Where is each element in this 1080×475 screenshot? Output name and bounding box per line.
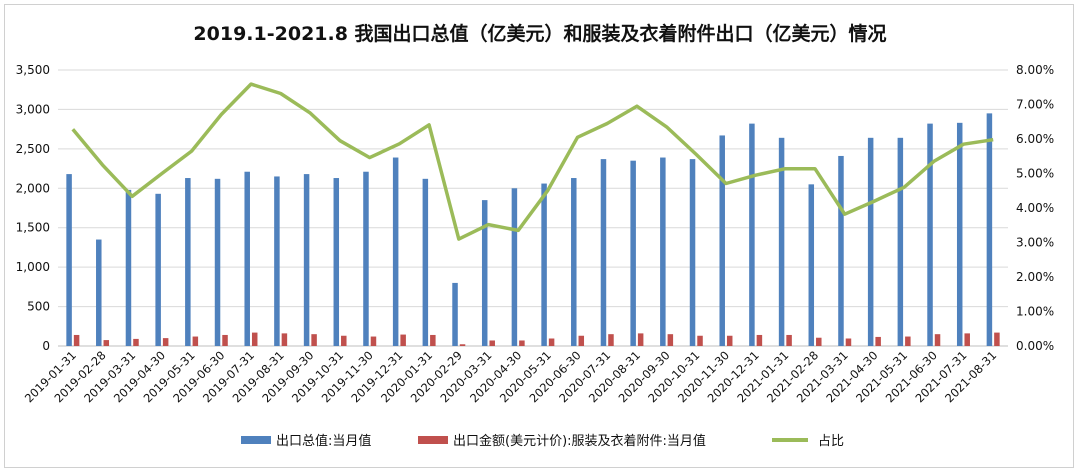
- bar-apparel-export: [459, 344, 466, 346]
- bar-apparel-export: [548, 338, 555, 346]
- bar-export-total: [571, 178, 577, 346]
- bar-export-total: [125, 189, 132, 346]
- right-axis-tick-label: 0.00%: [1016, 339, 1054, 353]
- bar-export-total: [452, 282, 458, 346]
- bar-apparel-export: [133, 338, 139, 346]
- bar-export-total: [689, 159, 696, 346]
- right-axis-tick-label: 5.00%: [1016, 167, 1054, 181]
- bar-export-total: [363, 171, 369, 346]
- bar-export-total: [333, 178, 340, 346]
- bar-export-total: [600, 159, 607, 346]
- bar-export-total: [986, 113, 993, 346]
- bar-export-total: [956, 122, 963, 346]
- right-axis-tick-label: 6.00%: [1016, 132, 1054, 146]
- bar-apparel-export: [994, 332, 1000, 346]
- bar-apparel-export: [964, 333, 970, 346]
- bar-apparel-export: [637, 333, 644, 346]
- legend-swatch-export-total: [241, 436, 271, 444]
- legend-label-share: 占比: [818, 434, 844, 449]
- right-axis-tick-label: 1.00%: [1016, 305, 1054, 319]
- bar-apparel-export: [934, 334, 941, 346]
- bar-export-total: [511, 188, 518, 346]
- bar-export-total: [808, 184, 815, 346]
- bar-apparel-export: [430, 334, 436, 346]
- bar-apparel-export: [608, 334, 614, 346]
- line-series: [71, 82, 994, 241]
- bar-export-total: [897, 137, 904, 346]
- left-axis-tick-label: 500: [27, 300, 50, 314]
- bar-export-total: [303, 174, 310, 346]
- right-axis-tick-label: 2.00%: [1016, 270, 1054, 284]
- bar-apparel-export: [786, 334, 792, 346]
- right-axis-tick-label: 7.00%: [1016, 98, 1054, 112]
- bar-apparel-export: [251, 332, 258, 346]
- bar-apparel-export: [726, 335, 733, 346]
- right-axis-tick-label: 4.00%: [1016, 201, 1054, 215]
- bar-apparel-export: [222, 334, 228, 346]
- right-axis-tick-label: 3.00%: [1016, 236, 1054, 250]
- bar-export-total: [214, 178, 221, 346]
- left-axis-tick-label: 0: [42, 339, 50, 353]
- bar-export-total: [155, 193, 161, 346]
- left-axis-tick-label: 3,000: [16, 102, 50, 116]
- legend: 出口总值:当月值 出口金额(美元计价):服装及衣着附件:当月值 占比: [241, 433, 844, 449]
- bar-export-total: [185, 178, 191, 346]
- bar-apparel-export: [400, 334, 406, 346]
- bar-export-total: [96, 239, 102, 346]
- bar-apparel-export: [756, 334, 763, 346]
- left-axis-ticks: 0 500 1,000 1,500 2,000 2,500 3,000 3,500: [16, 63, 50, 353]
- left-axis-tick-label: 2,000: [16, 181, 50, 195]
- bar-export-total: [867, 137, 874, 346]
- legend-swatch-apparel-export: [418, 436, 448, 444]
- bar-apparel-export: [489, 340, 495, 346]
- bar-apparel-export: [578, 335, 585, 346]
- x-axis-ticks: 2019-01-312019-02-282019-03-312019-04-30…: [22, 348, 999, 405]
- bar-export-total: [660, 157, 666, 346]
- bar-apparel-export: [667, 334, 674, 346]
- right-axis-tick-label: 8.00%: [1016, 63, 1054, 77]
- right-axis-ticks: 0.00% 1.00% 2.00% 3.00% 4.00% 5.00% 6.00% 7.00%…: [1016, 63, 1054, 353]
- bar-apparel-export: [816, 337, 822, 346]
- bar-export-total: [422, 178, 429, 346]
- bar-series: [66, 113, 1000, 346]
- left-axis-tick-label: 1,000: [16, 260, 50, 274]
- left-axis-tick-label: 3,500: [16, 63, 50, 77]
- bar-export-total: [630, 160, 636, 346]
- bar-apparel-export: [370, 336, 377, 346]
- chart-title: 2019.1-2021.8 我国出口总值（亿美元）和服装及衣着附件出口（亿美元）…: [193, 22, 886, 45]
- bar-export-total: [838, 155, 844, 346]
- chart-frame: [4, 4, 1074, 468]
- legend-label-export-total: 出口总值:当月值: [276, 433, 371, 449]
- left-axis-tick-label: 1,500: [16, 221, 50, 235]
- bar-apparel-export: [519, 340, 525, 346]
- bar-apparel-export: [192, 336, 199, 346]
- bar-export-total: [481, 200, 488, 346]
- bar-export-total: [541, 183, 547, 346]
- bar-apparel-export: [103, 340, 110, 346]
- bar-export-total: [719, 135, 725, 346]
- bar-apparel-export: [697, 335, 703, 346]
- bar-apparel-export: [73, 334, 80, 346]
- bar-export-total: [274, 176, 280, 346]
- bar-apparel-export: [905, 336, 911, 346]
- share-line: [71, 82, 994, 241]
- bar-export-total: [927, 123, 933, 346]
- bar-apparel-export: [845, 338, 852, 346]
- left-axis-tick-label: 2,500: [16, 142, 50, 156]
- bar-apparel-export: [281, 333, 288, 346]
- bar-export-total: [749, 123, 755, 346]
- bar-export-total: [244, 171, 250, 346]
- bar-apparel-export: [311, 334, 317, 346]
- bar-export-total: [66, 174, 72, 346]
- bar-apparel-export: [341, 335, 347, 346]
- bar-export-total: [778, 137, 785, 346]
- bar-apparel-export: [162, 338, 169, 346]
- bar-export-total: [392, 157, 399, 346]
- bar-apparel-export: [875, 336, 881, 346]
- legend-label-apparel-export: 出口金额(美元计价):服装及衣着附件:当月值: [453, 433, 706, 449]
